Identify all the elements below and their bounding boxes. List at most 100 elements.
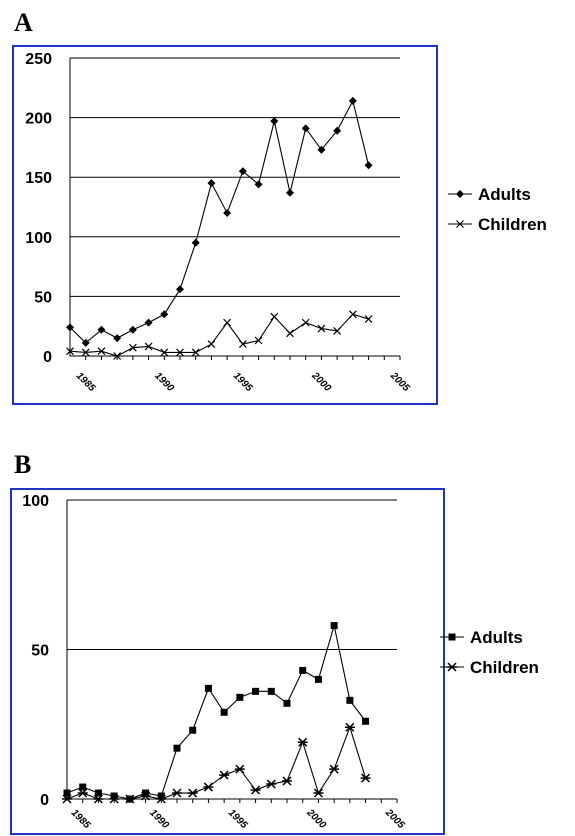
legend-item-adults: Adults xyxy=(448,185,531,204)
data-point-adults xyxy=(364,161,373,170)
series-line-adults xyxy=(66,625,367,800)
data-point-children xyxy=(207,340,216,349)
chart-a: 0 50 100 150 200 250 1985 1990 1995 2000 2005 Adult… xyxy=(12,45,547,405)
data-point-children xyxy=(234,764,245,774)
legend-item-children: Children xyxy=(440,658,539,677)
data-point-adults xyxy=(220,708,228,716)
data-point-adults xyxy=(301,124,310,133)
y-tick-label: 250 xyxy=(25,51,52,68)
data-point-adults xyxy=(113,334,122,343)
data-point-children xyxy=(286,329,294,338)
data-point-children xyxy=(191,348,200,357)
data-point-adults xyxy=(207,179,216,188)
data-point-adults xyxy=(142,789,150,797)
x-tick-label: 1995 xyxy=(231,370,255,394)
panel-a-label: A xyxy=(14,8,33,37)
data-point-children xyxy=(297,737,308,747)
x-tick-label: 2000 xyxy=(309,370,334,395)
legend-label: Adults xyxy=(478,185,531,204)
data-point-adults xyxy=(236,693,244,701)
legend-label: Children xyxy=(478,215,547,234)
data-point-adults xyxy=(176,285,184,294)
chart-b: 0 50 100 1985 1990 1995 2000 2005 Adults Children xyxy=(10,488,539,835)
data-point-adults xyxy=(173,744,181,752)
data-point-adults xyxy=(254,180,263,189)
data-point-adults xyxy=(157,792,165,800)
data-point-children xyxy=(219,770,230,780)
y-tick-label: 50 xyxy=(34,289,52,306)
data-point-children xyxy=(250,785,261,795)
x-tick-label: 1985 xyxy=(69,807,93,831)
series-children-b xyxy=(62,722,371,804)
data-point-children xyxy=(301,318,310,327)
data-point-adults xyxy=(333,126,342,135)
data-point-adults xyxy=(238,167,247,176)
legend-marker xyxy=(448,633,456,641)
series-adults-b xyxy=(63,622,370,803)
legend-marker xyxy=(456,220,464,228)
x-tick-label: 1995 xyxy=(226,807,250,831)
data-point-children xyxy=(109,794,120,804)
x-tick-label: 1990 xyxy=(147,807,171,831)
data-point-adults xyxy=(267,687,275,695)
series-line-children xyxy=(66,725,367,800)
data-point-children xyxy=(333,327,342,335)
data-point-children xyxy=(128,343,137,352)
series-line-children xyxy=(69,313,369,357)
data-point-adults xyxy=(252,687,260,695)
data-point-children xyxy=(364,315,373,323)
x-tick-label: 2005 xyxy=(387,370,412,395)
data-point-adults xyxy=(66,323,74,332)
legend-item-adults: Adults xyxy=(440,628,523,647)
data-point-children xyxy=(282,776,292,786)
data-point-children xyxy=(329,764,340,774)
data-point-children xyxy=(187,788,198,798)
x-tick-label: 1990 xyxy=(152,370,176,394)
data-point-adults xyxy=(362,717,370,725)
y-tick-label: 150 xyxy=(25,170,52,187)
data-point-adults xyxy=(97,325,106,334)
data-point-adults xyxy=(330,622,338,630)
chart-frame xyxy=(12,45,438,405)
data-point-adults xyxy=(204,684,212,692)
data-point-children xyxy=(270,312,279,321)
data-point-adults xyxy=(348,96,357,105)
legend-marker xyxy=(447,662,457,672)
data-point-children xyxy=(172,788,182,798)
legend-label: Children xyxy=(470,658,539,677)
data-point-children xyxy=(203,782,214,792)
data-point-children xyxy=(266,779,277,789)
data-point-children xyxy=(93,794,104,804)
data-point-children xyxy=(317,324,326,333)
data-point-children xyxy=(313,788,324,798)
legend-item-children: Children xyxy=(448,215,547,234)
x-tick-label: 1985 xyxy=(74,370,98,394)
data-point-children xyxy=(62,794,72,804)
data-point-children xyxy=(124,794,135,804)
data-point-children xyxy=(66,347,74,356)
series-line-adults xyxy=(69,99,370,344)
y-tick-label: 0 xyxy=(40,792,49,809)
data-point-adults xyxy=(191,238,200,247)
data-point-children xyxy=(97,347,106,356)
data-point-adults xyxy=(63,789,71,797)
data-point-children xyxy=(238,340,247,349)
x-tick-label: 2005 xyxy=(382,807,407,832)
data-point-children xyxy=(77,788,88,798)
data-point-adults xyxy=(346,696,354,704)
data-point-children xyxy=(140,791,151,801)
data-point-children xyxy=(223,318,232,327)
panel-b-label: B xyxy=(14,450,32,479)
data-point-children xyxy=(348,310,357,319)
data-point-adults xyxy=(283,699,291,707)
data-point-children xyxy=(160,348,169,357)
data-point-adults xyxy=(160,310,169,319)
y-tick-label: 0 xyxy=(43,349,52,366)
data-point-adults xyxy=(128,325,137,334)
data-point-adults xyxy=(317,145,326,154)
data-point-adults xyxy=(110,792,118,800)
data-point-children xyxy=(344,722,355,732)
y-tick-label: 100 xyxy=(22,493,49,510)
data-point-children xyxy=(81,348,90,357)
y-tick-label: 200 xyxy=(25,111,52,128)
